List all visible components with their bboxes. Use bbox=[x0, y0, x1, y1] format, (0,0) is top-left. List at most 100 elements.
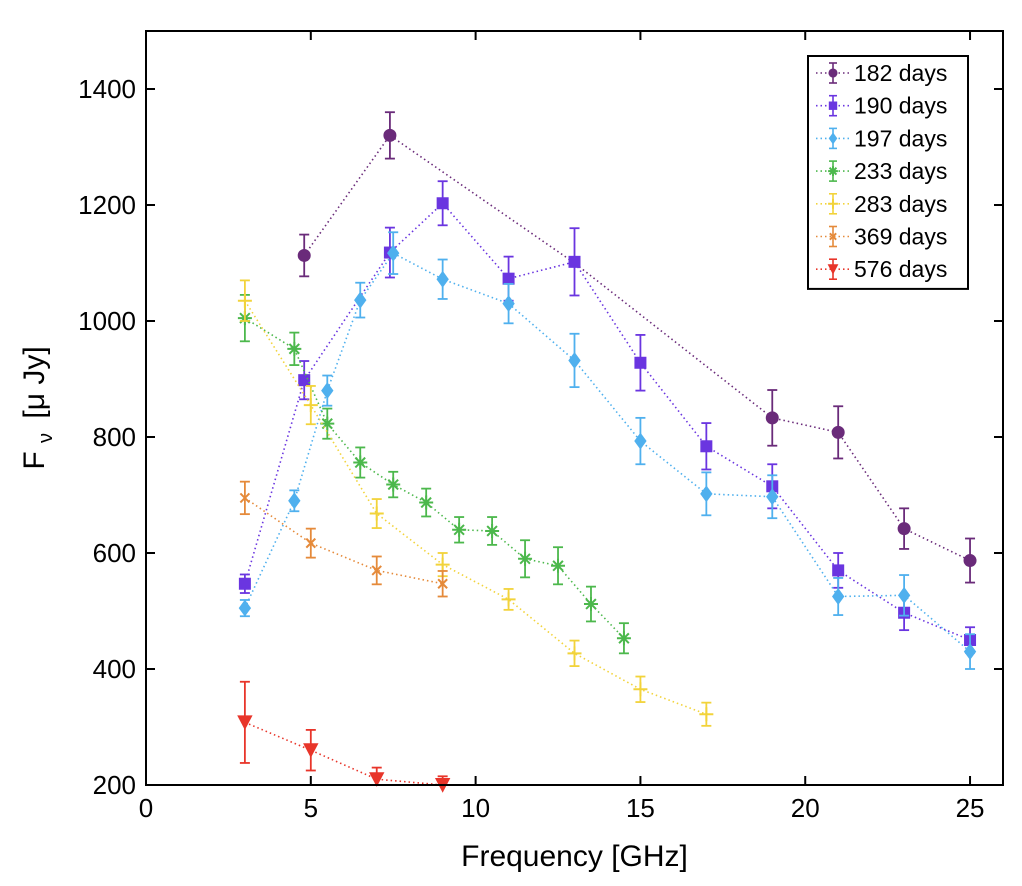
y-axis-title-unit: [μ Jy] bbox=[18, 346, 51, 418]
x-tick-label: 15 bbox=[626, 793, 655, 823]
data-point bbox=[305, 537, 317, 549]
series-233-days bbox=[237, 293, 631, 655]
legend-entry: 197 days bbox=[816, 125, 947, 151]
data-point bbox=[832, 588, 845, 605]
data-point bbox=[551, 558, 566, 573]
series-182-days bbox=[297, 111, 977, 584]
data-point bbox=[237, 293, 252, 308]
legend-entry: 182 days bbox=[816, 60, 947, 86]
data-point bbox=[634, 356, 647, 369]
legend-label: 233 days bbox=[854, 158, 947, 184]
series-line bbox=[244, 721, 443, 786]
y-tick-label: 600 bbox=[93, 538, 136, 568]
data-point bbox=[485, 523, 500, 538]
data-point bbox=[354, 291, 367, 309]
y-tick-label: 1400 bbox=[78, 74, 136, 104]
data-point bbox=[237, 715, 253, 731]
data-point bbox=[633, 682, 648, 697]
y-tick-label: 1200 bbox=[78, 190, 136, 220]
legend-marker bbox=[829, 232, 837, 241]
data-point bbox=[616, 631, 631, 646]
legend-entry: 369 days bbox=[816, 224, 947, 250]
legend-label: 369 days bbox=[854, 224, 947, 250]
data-point bbox=[699, 707, 714, 722]
y-axis-title: F ν [μ Jy] bbox=[18, 346, 59, 469]
x-tick-label: 20 bbox=[791, 793, 820, 823]
series-line bbox=[244, 317, 625, 639]
data-point bbox=[369, 772, 385, 787]
legend: 182 days 190 days 197 days 233 days 283 days… bbox=[807, 55, 969, 290]
data-point bbox=[518, 551, 533, 566]
data-point bbox=[297, 248, 311, 262]
data-point bbox=[288, 492, 301, 510]
y-axis-title-subscript: ν bbox=[35, 433, 57, 443]
legend-marker bbox=[828, 198, 838, 209]
y-axis-title-main: F bbox=[18, 451, 51, 469]
x-tick-label: 5 bbox=[304, 793, 318, 823]
data-point bbox=[963, 643, 977, 661]
y-tick-label: 400 bbox=[93, 654, 136, 684]
legend-marker bbox=[828, 132, 838, 145]
y-tick-label: 800 bbox=[93, 422, 136, 452]
data-point bbox=[386, 477, 401, 492]
data-point bbox=[298, 374, 311, 387]
data-point bbox=[897, 522, 911, 536]
data-point bbox=[353, 455, 368, 470]
data-point bbox=[634, 432, 647, 450]
data-point bbox=[567, 646, 582, 661]
data-point bbox=[568, 255, 581, 268]
y-tick-label: 200 bbox=[93, 770, 136, 800]
legend-entry: 283 days bbox=[816, 191, 947, 217]
legend-marker bbox=[827, 264, 839, 275]
series-line bbox=[244, 300, 707, 715]
data-point bbox=[238, 599, 252, 617]
series-369-days bbox=[239, 480, 448, 598]
legend-label: 283 days bbox=[854, 191, 947, 217]
legend-entry: 233 days bbox=[816, 158, 947, 184]
legend-marker bbox=[828, 101, 838, 110]
data-point bbox=[437, 578, 448, 589]
data-point bbox=[303, 398, 318, 413]
data-point bbox=[239, 492, 251, 504]
data-point bbox=[436, 270, 449, 288]
plot-frame bbox=[145, 30, 1004, 786]
data-layer bbox=[237, 111, 977, 793]
x-tick-label: 10 bbox=[461, 793, 490, 823]
data-point bbox=[700, 440, 713, 453]
data-point bbox=[383, 128, 397, 142]
data-point bbox=[238, 577, 251, 590]
series-line bbox=[244, 497, 443, 585]
series-576-days bbox=[237, 680, 451, 793]
data-point bbox=[502, 272, 515, 285]
legend-label: 182 days bbox=[854, 60, 947, 86]
series-line bbox=[244, 252, 971, 653]
legend-label: 576 days bbox=[854, 256, 947, 282]
data-point bbox=[766, 488, 779, 506]
data-point bbox=[435, 557, 450, 572]
data-point bbox=[287, 341, 302, 356]
data-point bbox=[452, 522, 467, 537]
data-point bbox=[369, 506, 384, 521]
legend-label: 190 days bbox=[854, 93, 947, 119]
series-line bbox=[244, 202, 971, 641]
data-point bbox=[303, 743, 319, 758]
data-point bbox=[436, 197, 449, 210]
y-tick-label: 1000 bbox=[78, 306, 136, 336]
x-tick-label: 25 bbox=[956, 793, 985, 823]
data-point bbox=[320, 416, 335, 431]
data-point bbox=[387, 244, 400, 262]
data-point bbox=[568, 351, 581, 369]
legend-label: 197 days bbox=[854, 125, 947, 151]
legend-entry: 576 days bbox=[816, 256, 947, 282]
data-point bbox=[700, 485, 713, 503]
data-point bbox=[501, 592, 516, 607]
legend-marker bbox=[828, 166, 838, 176]
x-tick-label: 0 bbox=[139, 793, 153, 823]
series-197-days bbox=[238, 231, 977, 670]
data-point bbox=[963, 554, 977, 568]
data-point bbox=[502, 295, 515, 313]
data-point bbox=[765, 411, 779, 425]
axis-ticks: 0 5 10 15 20 25 200 400 600 800 1000 1200 1400 bbox=[78, 31, 1003, 823]
data-point bbox=[831, 425, 845, 439]
